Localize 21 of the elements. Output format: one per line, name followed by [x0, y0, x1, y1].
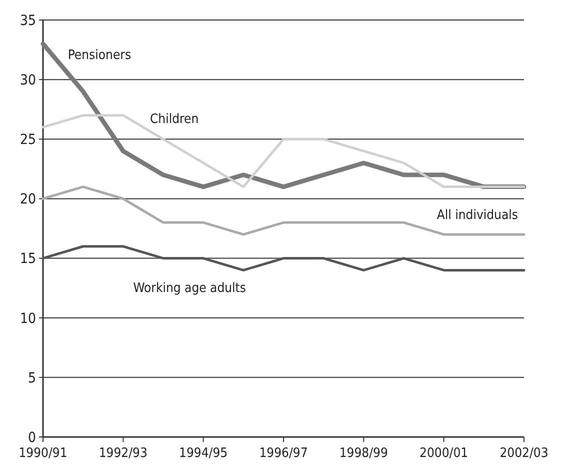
- y-tick-label: 0: [28, 430, 36, 446]
- x-tick-label: 1998/99: [339, 446, 388, 461]
- y-tick-label: 15: [20, 251, 36, 268]
- series-label: Working age adults: [133, 281, 246, 296]
- y-tick-label: 35: [20, 12, 36, 29]
- y-tick-label: 5: [28, 370, 36, 386]
- y-tick-label: 25: [20, 132, 36, 148]
- x-tick-label: 1996/97: [259, 446, 308, 461]
- series-label: All individuals: [436, 208, 518, 223]
- y-tick-label: 20: [20, 192, 36, 208]
- x-tick-label: 2000/01: [420, 446, 468, 461]
- y-tick-label: 30: [20, 72, 36, 88]
- line-series: [42, 114, 526, 188]
- series-label: Children: [150, 112, 199, 127]
- line-series: [42, 186, 526, 236]
- x-tick-label: 1992/93: [98, 446, 148, 461]
- series-label: Pensioners: [68, 48, 132, 63]
- x-tick-label: 1990/91: [18, 446, 68, 461]
- x-tick-label: 2002/03: [500, 446, 548, 461]
- y-tick-label: 10: [20, 310, 36, 327]
- x-tick-label: 1994/95: [179, 446, 228, 461]
